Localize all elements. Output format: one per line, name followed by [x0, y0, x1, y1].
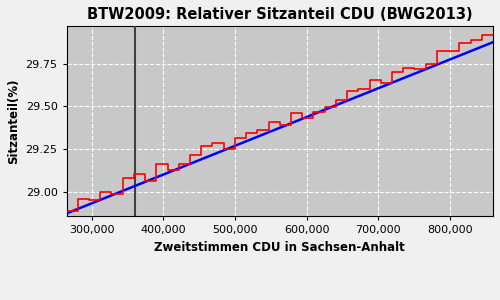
Line: Sitzanteil real: Sitzanteil real	[66, 35, 493, 211]
Sitzanteil real	[64, 209, 70, 212]
Sitzanteil real	[479, 33, 485, 37]
Sitzanteil real	[490, 33, 496, 37]
Y-axis label: Sitzanteil(%): Sitzanteil(%)	[7, 78, 20, 164]
Sitzanteil real	[288, 123, 294, 127]
Sitzanteil real	[400, 67, 406, 70]
Sitzanteil real	[108, 190, 114, 194]
Title: BTW2009: Relativer Sitzanteil CDU (BWG2013): BTW2009: Relativer Sitzanteil CDU (BWG20…	[87, 7, 472, 22]
X-axis label: Zweitstimmen CDU in Sachsen-Anhalt: Zweitstimmen CDU in Sachsen-Anhalt	[154, 241, 405, 254]
Sitzanteil real	[210, 141, 216, 145]
Sitzanteil real	[333, 99, 339, 102]
Sitzanteil real	[344, 89, 350, 93]
